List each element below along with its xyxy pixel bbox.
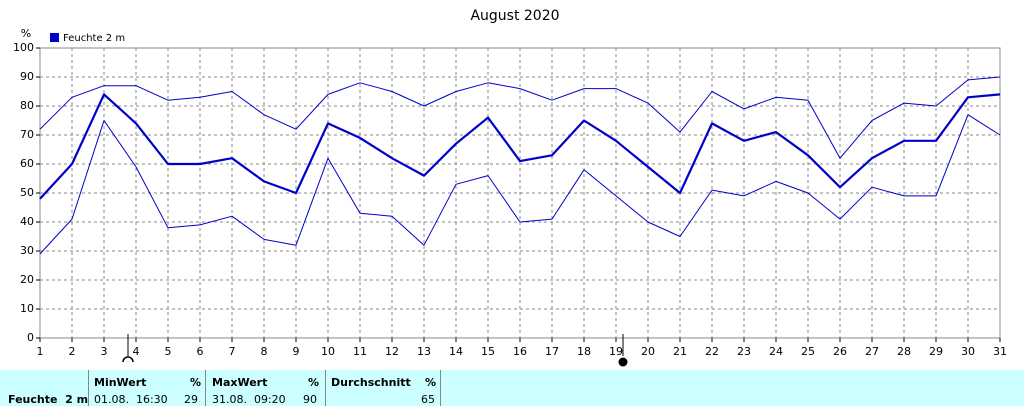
- x-tick-label: 29: [929, 345, 943, 358]
- header: MaxWert: [212, 376, 268, 389]
- x-tick-label: 19: [609, 345, 623, 358]
- x-tick-label: 31: [993, 345, 1007, 358]
- stats-table: Feuchte 2 m MinWert % 01.08. 16:30 29 Ma…: [0, 370, 1024, 406]
- x-tick-label: 21: [673, 345, 687, 358]
- unit: %: [190, 376, 202, 389]
- x-tick-label: 28: [897, 345, 911, 358]
- x-tick-label: 30: [961, 345, 975, 358]
- row-label: Feuchte 2 m: [8, 393, 89, 406]
- unit: %: [308, 376, 320, 389]
- x-tick-label: 10: [321, 345, 335, 358]
- x-tick-label: 26: [833, 345, 847, 358]
- separator: [205, 370, 206, 406]
- x-tick-label: 5: [165, 345, 172, 358]
- x-tick-label: 18: [577, 345, 591, 358]
- y-tick-label: 50: [20, 186, 34, 199]
- y-tick-label: 70: [20, 128, 34, 141]
- x-tick-label: 22: [705, 345, 719, 358]
- x-tick-label: 8: [261, 345, 268, 358]
- x-tick-label: 16: [513, 345, 527, 358]
- y-tick-label: 60: [20, 157, 34, 170]
- header: MinWert: [94, 376, 147, 389]
- value: 90: [303, 393, 317, 406]
- x-tick-label: 4: [133, 345, 140, 358]
- moon-icon: [122, 356, 134, 363]
- separator: [440, 370, 441, 406]
- y-tick-label: 30: [20, 244, 34, 257]
- x-tick-label: 11: [353, 345, 367, 358]
- series-line: [39, 114, 1001, 255]
- series-line: [39, 93, 1001, 200]
- x-tick-label: 27: [865, 345, 879, 358]
- x-tick-label: 14: [449, 345, 463, 358]
- header: Durchschnitt: [331, 376, 411, 389]
- x-tick-label: 1: [37, 345, 44, 358]
- y-tick-label: 20: [20, 273, 34, 286]
- x-tick-label: 17: [545, 345, 559, 358]
- x-tick-label: 15: [481, 345, 495, 358]
- chart: August 2020 % Feuchte 2 m 0 10 20 30 40 50 60 7…: [13, 8, 1007, 367]
- y-tick-label: 0: [27, 331, 34, 344]
- x-tick-label: 24: [769, 345, 783, 358]
- y-tick-label: 90: [20, 70, 34, 83]
- x-tick-label: 7: [229, 345, 236, 358]
- x-tick-label: 9: [293, 345, 300, 358]
- chart-title: August 2020: [470, 8, 559, 24]
- x-tick-label: 12: [385, 345, 399, 358]
- time: 01.08. 16:30: [94, 393, 168, 406]
- unit: %: [425, 376, 437, 389]
- x-tick-label: 3: [101, 345, 108, 358]
- value: 29: [184, 393, 198, 406]
- x-tick-label: 20: [641, 345, 655, 358]
- y-tick-label: 10: [20, 302, 34, 315]
- legend-swatch: [50, 33, 59, 42]
- value: 65: [421, 393, 435, 406]
- separator: [88, 370, 89, 406]
- y-tick-label: 100: [13, 41, 34, 54]
- x-tick-label: 13: [417, 345, 431, 358]
- y-axis-label: %: [21, 27, 31, 40]
- legend-label: Feuchte 2 m: [63, 33, 125, 44]
- x-tick-label: 6: [197, 345, 204, 358]
- y-tick-label: 80: [20, 99, 34, 112]
- x-tick-label: 25: [801, 345, 815, 358]
- time: 31.08. 09:20: [212, 393, 286, 406]
- x-tick-label: 2: [69, 345, 76, 358]
- series-line: [39, 76, 1001, 159]
- separator: [325, 370, 326, 406]
- moon-icon: [618, 357, 628, 367]
- y-tick-label: 40: [20, 215, 34, 228]
- x-tick-label: 23: [737, 345, 751, 358]
